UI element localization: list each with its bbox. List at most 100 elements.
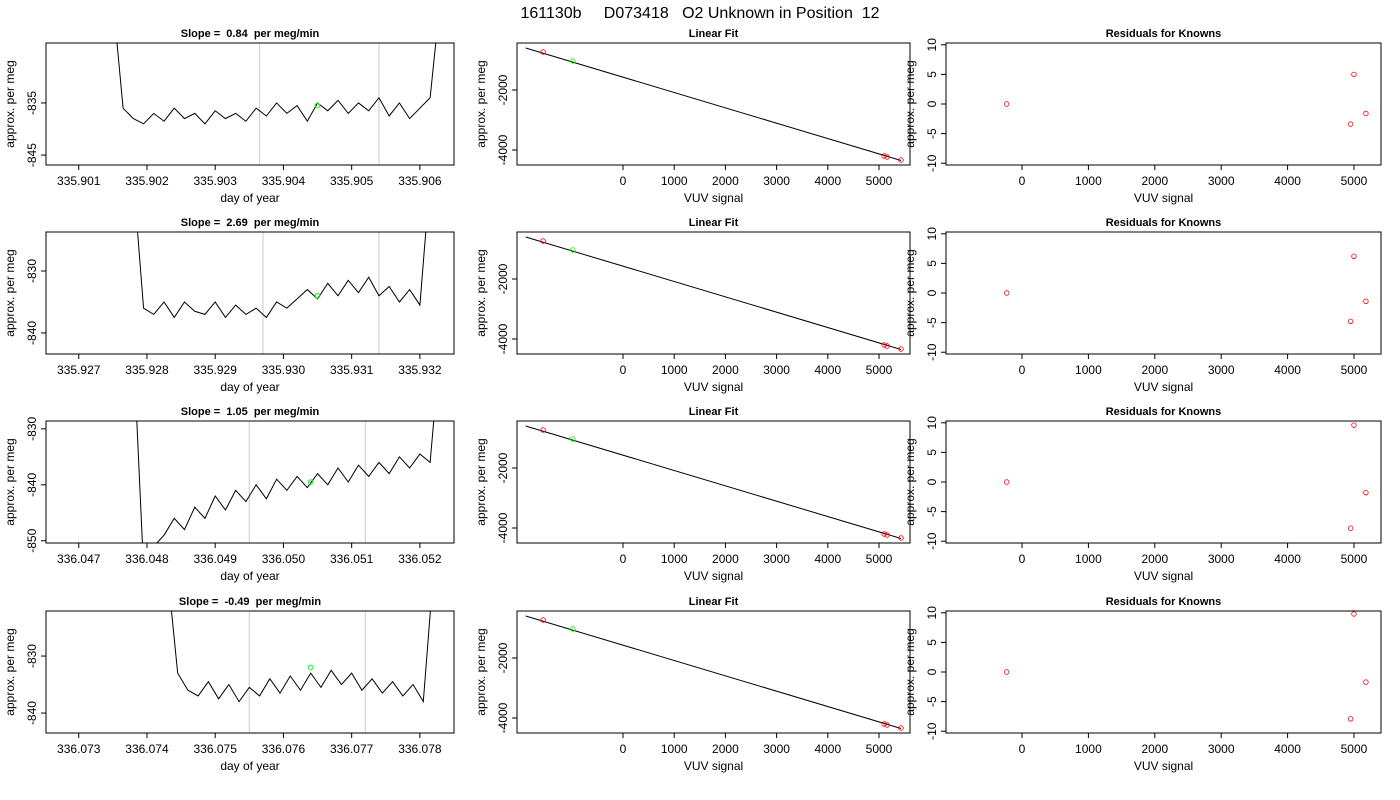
- point: [540, 427, 546, 433]
- plot-area: [137, 232, 427, 354]
- point: [898, 535, 904, 541]
- panel-title: Linear Fit: [689, 596, 739, 608]
- x-axis-label: day of year: [220, 759, 279, 773]
- x-tick-label: 4000: [1274, 552, 1301, 566]
- y-tick-label: -835: [25, 91, 39, 115]
- y-tick-label: 5: [925, 449, 939, 456]
- trace: [136, 421, 435, 543]
- y-axis-label: approx. per meg: [3, 438, 17, 525]
- plot-area: [525, 425, 904, 541]
- figure-title: 161130b D073418 O2 Unknown in Position 1…: [520, 5, 879, 22]
- x-axis-label: VUV signal: [1134, 191, 1193, 205]
- x-tick-label: 2000: [1141, 552, 1168, 566]
- plot-area: [170, 611, 431, 733]
- point: [898, 346, 904, 352]
- point: [1363, 679, 1369, 685]
- x-axis-label: VUV signal: [1134, 380, 1193, 394]
- point: [1004, 669, 1010, 675]
- x-tick-label: 336.048: [125, 552, 169, 566]
- x-tick-label: 4000: [814, 363, 841, 377]
- highlight-point: [314, 102, 321, 109]
- x-tick-label: 0: [1019, 174, 1026, 188]
- y-axis-label: approx. per meg: [903, 628, 917, 715]
- plot-area: [136, 421, 435, 543]
- x-tick-label: 3000: [763, 363, 790, 377]
- fit-line: [525, 615, 902, 729]
- panel-title: Linear Fit: [689, 28, 739, 40]
- plot-frame: [45, 610, 455, 734]
- x-tick-label: 2000: [712, 174, 739, 188]
- point: [570, 626, 576, 632]
- x-tick-label: 5000: [1341, 742, 1368, 756]
- plot-frame: [45, 420, 455, 544]
- x-tick-label: 5000: [866, 552, 893, 566]
- x-tick-label: 3000: [1208, 552, 1235, 566]
- x-tick-label: 4000: [1274, 742, 1301, 756]
- y-tick-label: 10: [925, 416, 939, 430]
- point: [570, 58, 576, 64]
- plot-area: [116, 43, 437, 165]
- y-tick-label: -10: [925, 532, 939, 550]
- point: [540, 238, 546, 244]
- panel: Slope = 0.84 per meg/min day of year appro…: [3, 28, 455, 205]
- y-tick-label: -10: [925, 154, 939, 172]
- x-tick-label: 0: [1019, 742, 1026, 756]
- panel-title: Residuals for Knowns: [1106, 406, 1222, 418]
- x-tick-label: 1000: [1075, 742, 1102, 756]
- highlight-point: [307, 479, 314, 485]
- y-tick-label: -2000: [496, 263, 510, 294]
- x-tick-label: 335.902: [125, 174, 169, 188]
- x-tick-label: 336.074: [125, 742, 169, 756]
- point: [881, 342, 887, 348]
- point: [884, 343, 890, 349]
- highlight-point: [314, 292, 321, 299]
- point: [1363, 489, 1369, 496]
- x-axis-label: VUV signal: [684, 191, 743, 205]
- x-tick-label: 1000: [1075, 363, 1102, 377]
- y-axis-label: approx. per meg: [474, 438, 488, 525]
- x-axis-label: VUV signal: [684, 569, 743, 583]
- point: [1351, 253, 1357, 259]
- point: [884, 722, 890, 728]
- x-tick-label: 336.049: [194, 552, 238, 566]
- x-tick-label: 3000: [1208, 742, 1235, 756]
- x-tick-label: 335.932: [398, 363, 442, 377]
- plot-frame: [516, 420, 911, 544]
- x-tick-label: 1000: [1075, 552, 1102, 566]
- plot-area: [525, 236, 904, 352]
- y-tick-label: 5: [925, 639, 939, 646]
- x-tick-label: 335.930: [262, 363, 306, 377]
- plot-area: [1004, 253, 1369, 325]
- panel-title: Residuals for Knowns: [1106, 28, 1222, 40]
- x-axis-label: VUV signal: [684, 759, 743, 773]
- panel-title: Linear Fit: [689, 406, 739, 418]
- x-axis-label: VUV signal: [1134, 759, 1193, 773]
- y-tick-label: 0: [925, 289, 939, 296]
- y-tick-label: 10: [925, 227, 939, 241]
- y-tick-label: -830: [25, 644, 39, 668]
- panel: Residuals for Knowns VUV signal approx. pe…: [903, 28, 1382, 205]
- panel: Linear Fit VUV signal approx. per meg 0 1000…: [474, 406, 911, 583]
- x-tick-label: 1000: [661, 742, 688, 756]
- y-tick-label: -845: [25, 143, 39, 167]
- plot-frame: [945, 420, 1382, 544]
- x-tick-label: 336.078: [398, 742, 442, 756]
- y-axis-label: approx. per meg: [3, 628, 17, 715]
- plot-frame: [516, 42, 911, 166]
- point: [884, 532, 890, 538]
- x-tick-label: 3000: [1208, 363, 1235, 377]
- plot-frame: [945, 42, 1382, 166]
- trace: [137, 232, 427, 319]
- x-tick-label: 1000: [661, 363, 688, 377]
- plot-area: [1004, 611, 1369, 722]
- x-tick-label: 3000: [763, 552, 790, 566]
- y-tick-label: -4000: [496, 512, 510, 543]
- x-tick-label: 336.051: [330, 552, 374, 566]
- x-tick-label: 335.904: [262, 174, 306, 188]
- plot-area: [525, 47, 904, 163]
- x-tick-label: 2000: [712, 742, 739, 756]
- x-tick-label: 2000: [712, 552, 739, 566]
- x-tick-label: 336.075: [194, 742, 238, 756]
- y-axis-label: approx. per meg: [474, 249, 488, 336]
